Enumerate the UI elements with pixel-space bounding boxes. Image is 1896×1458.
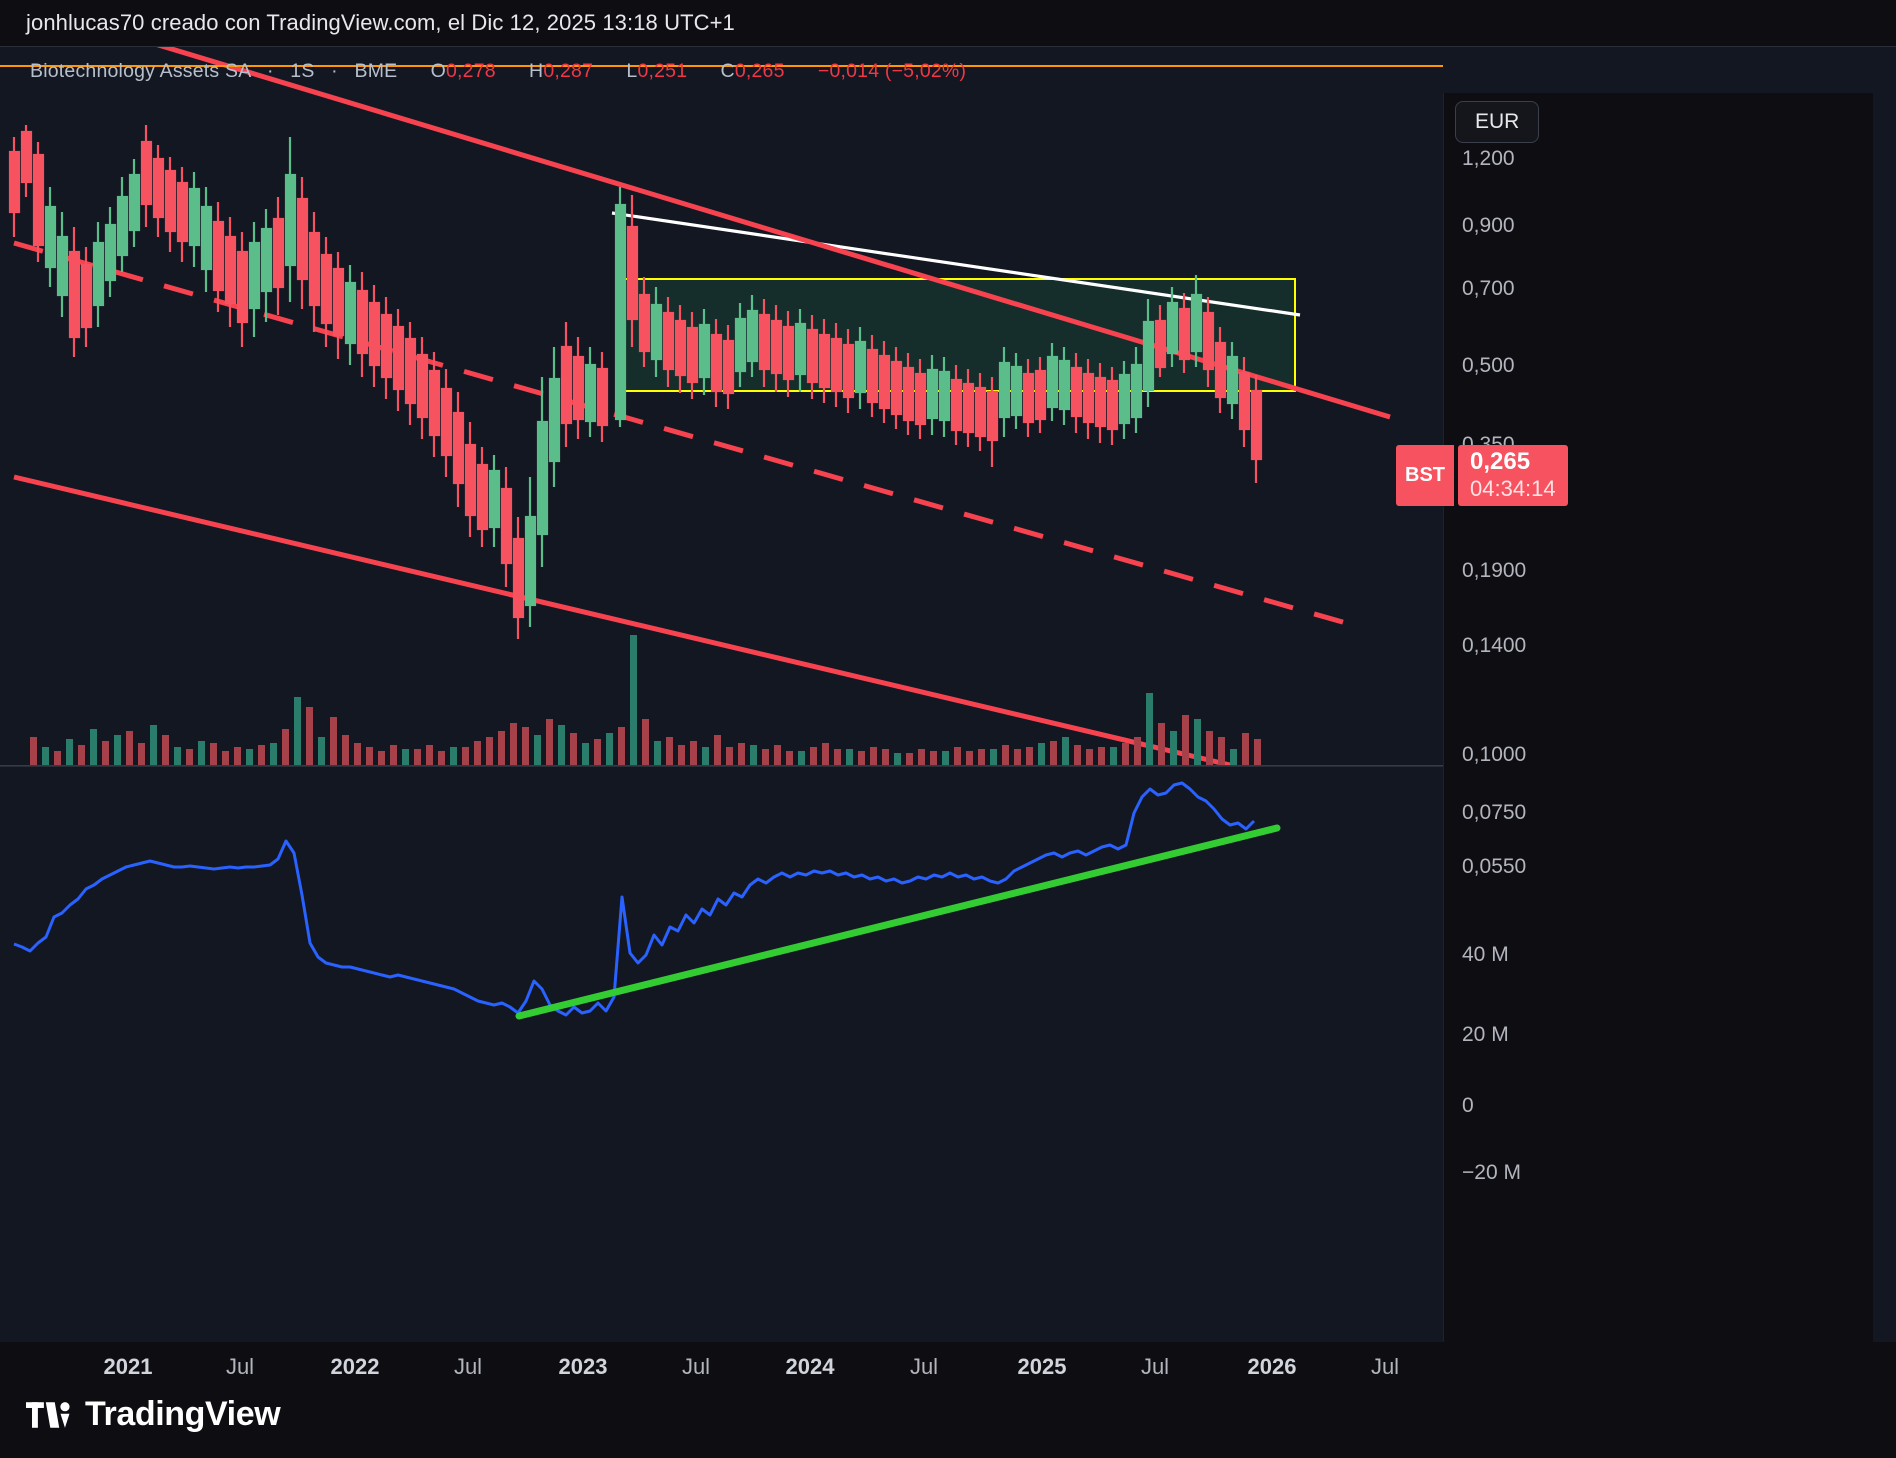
time-tick-jul-5: Jul: [1140, 1354, 1170, 1379]
legend-low-value: 0,251: [637, 60, 688, 82]
volume-bars: [30, 635, 1261, 765]
candlestick-series: [8, 125, 1263, 639]
obv-ascending-support: [515, 824, 1281, 1020]
legend-high-value: 0,287: [543, 60, 594, 82]
legend-symbol[interactable]: Biotechnology Assets SA: [30, 60, 251, 82]
time-axis[interactable]: 2021 Jul 2022 Jul 2023 Jul 2024 Jul 2025…: [0, 1342, 1896, 1402]
price-tick-0500: 0,500: [1462, 354, 1515, 377]
legend-change: −0,014 (−5,02%): [817, 60, 967, 82]
time-tick-2024: 2024: [785, 1354, 835, 1379]
price-tick-01000: 0,1000: [1462, 743, 1527, 766]
obv-chart-canvas: [13, 781, 1281, 1020]
price-tick-1200: 1,200: [1462, 147, 1515, 170]
legend-close-value: 0,265: [734, 60, 785, 82]
price-chart-canvas: [8, 47, 1391, 765]
chart-frame: Biotechnology Assets SA · 1S · BME O0,27…: [0, 46, 1896, 1389]
price-tick-01400: 0,1400: [1462, 634, 1527, 657]
tradingview-logo-icon: [26, 1401, 70, 1428]
obv-tick-neg20m: −20 M: [1462, 1161, 1521, 1184]
time-tick-2022: 2022: [330, 1354, 380, 1379]
price-tick-0700: 0,700: [1462, 277, 1515, 300]
price-tag-countdown: 04:34:14: [1470, 475, 1556, 501]
price-tick-0900: 0,900: [1462, 214, 1515, 237]
tradingview-wordmark: TradingView: [85, 1395, 281, 1433]
obv-tick-20m: 20 M: [1462, 1023, 1509, 1046]
legend-low-label: L: [626, 60, 638, 82]
last-price-tag[interactable]: BST 0,265 04:34:14: [1396, 445, 1568, 506]
time-tick-2025: 2025: [1017, 1354, 1067, 1379]
time-tick-jul-4: Jul: [909, 1354, 939, 1379]
legend-interval[interactable]: 1S: [290, 60, 315, 82]
legend-open-value: 0,278: [445, 60, 496, 82]
red-lower-trendline: [13, 474, 1231, 765]
price-tick-00550: 0,0550: [1462, 855, 1527, 878]
price-tick-01900: 0,1900: [1462, 559, 1527, 582]
obv-pane[interactable]: [0, 766, 1443, 1066]
time-tick-jul-3: Jul: [681, 1354, 711, 1379]
time-tick-2021: 2021: [103, 1354, 153, 1379]
attribution-text: jonhlucas70 creado con TradingView.com, …: [26, 10, 735, 35]
currency-badge[interactable]: EUR: [1455, 101, 1540, 143]
legend-close-label: C: [720, 60, 735, 82]
obv-line: [13, 781, 1256, 1017]
price-tag-ticker: BST: [1396, 445, 1454, 506]
time-tick-jul-2: Jul: [453, 1354, 483, 1379]
legend-open-label: O: [430, 60, 446, 82]
attribution-bar: jonhlucas70 creado con TradingView.com, …: [0, 0, 1896, 46]
pane-separator[interactable]: [0, 765, 1443, 766]
chart-legend[interactable]: Biotechnology Assets SA · 1S · BME O0,27…: [30, 60, 966, 83]
price-tick-00750: 0,0750: [1462, 801, 1527, 824]
price-tag-value: 0,265: [1470, 448, 1531, 475]
obv-tick-40m: 40 M: [1462, 943, 1509, 966]
legend-sep-1: ·: [266, 60, 274, 82]
tradingview-footer: TradingView: [26, 1395, 281, 1434]
price-pane[interactable]: Biotechnology Assets SA · 1S · BME O0,27…: [0, 47, 1443, 765]
time-tick-2026: 2026: [1247, 1354, 1297, 1379]
obv-tick-0: 0: [1462, 1094, 1474, 1117]
orange-horizontal-line: [0, 65, 1443, 67]
legend-sep-2: ·: [331, 60, 338, 82]
time-tick-jul-6: Jul: [1370, 1354, 1400, 1379]
time-tick-2023: 2023: [558, 1354, 608, 1379]
price-axis[interactable]: EUR 1,200 0,900 0,700 0,500 0,350 0,1900…: [1396, 93, 1873, 1389]
legend-exchange: BME: [354, 60, 398, 82]
time-tick-jul-1: Jul: [225, 1354, 255, 1379]
legend-high-label: H: [529, 60, 544, 82]
white-resistance-trendline: [611, 211, 1301, 317]
